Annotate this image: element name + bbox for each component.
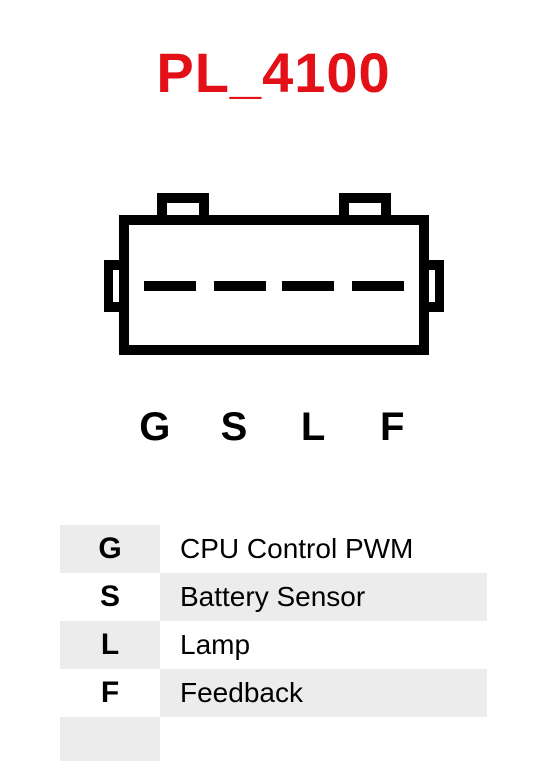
legend-key: S — [100, 580, 120, 614]
legend-key-cell — [60, 717, 160, 761]
part-number-title: PL_4100 — [0, 40, 547, 105]
pin-label-s: S — [200, 405, 268, 450]
legend-desc-cell: CPU Control PWM — [160, 525, 487, 573]
legend-key: F — [101, 676, 119, 710]
diagram-page: PL_4100 G S L F G CPU Control PWM — [0, 0, 547, 761]
legend-desc: CPU Control PWM — [180, 533, 413, 565]
legend-key-cell: S — [60, 573, 160, 621]
legend-key: G — [98, 532, 121, 566]
pin-labels-row: G S L F — [0, 405, 547, 450]
legend-row: G CPU Control PWM — [60, 525, 487, 573]
pin-label-g: G — [121, 405, 189, 450]
legend-row: F Feedback — [60, 669, 487, 717]
legend-key-cell: G — [60, 525, 160, 573]
legend-key-cell: F — [60, 669, 160, 717]
legend-table: G CPU Control PWM S Battery Sensor L Lam… — [60, 525, 487, 761]
legend-row — [60, 717, 487, 761]
legend-desc: Feedback — [180, 677, 303, 709]
legend-desc-cell — [160, 717, 487, 761]
legend-key: L — [101, 628, 119, 662]
legend-desc-cell: Feedback — [160, 669, 487, 717]
pin-label-f: F — [358, 405, 426, 450]
pin-label-l: L — [279, 405, 347, 450]
legend-row: L Lamp — [60, 621, 487, 669]
legend-row: S Battery Sensor — [60, 573, 487, 621]
legend-desc: Battery Sensor — [180, 581, 365, 613]
legend-desc: Lamp — [180, 629, 250, 661]
connector-svg — [104, 180, 444, 380]
connector-diagram — [0, 180, 547, 400]
legend-desc-cell: Lamp — [160, 621, 487, 669]
legend-desc-cell: Battery Sensor — [160, 573, 487, 621]
legend-key-cell: L — [60, 621, 160, 669]
